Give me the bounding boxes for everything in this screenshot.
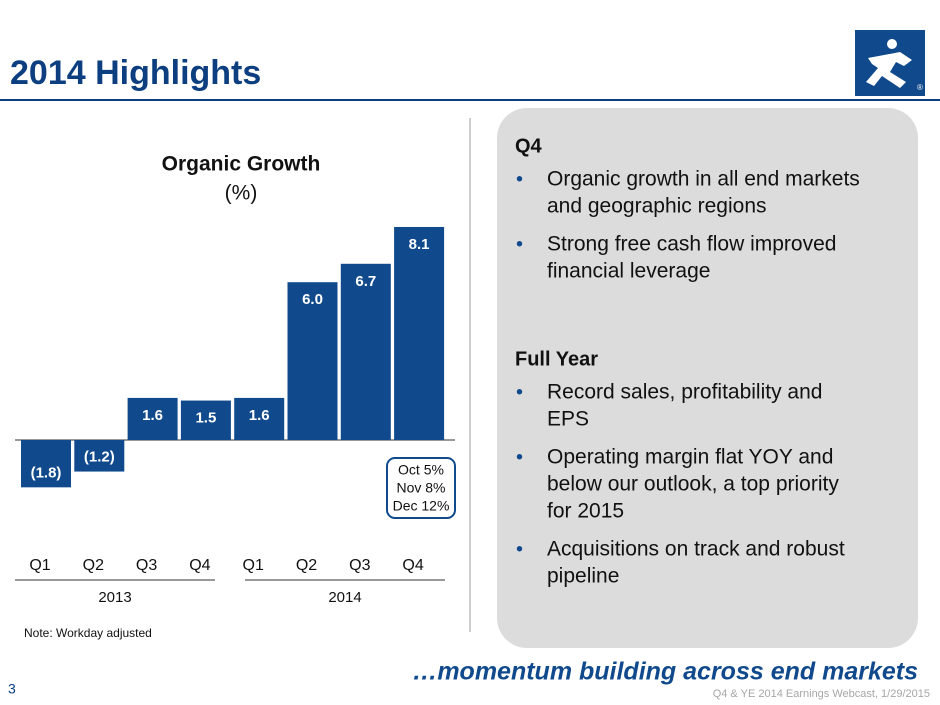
value-label: 1.5: [195, 410, 216, 427]
x-tick-label: Q3: [349, 557, 370, 574]
callout-text: Dec 12%: [393, 498, 450, 514]
bullet-text: and geographic regions: [547, 195, 767, 218]
bar: [394, 226, 445, 440]
bullet-text: below our outlook, a top priority: [547, 473, 839, 496]
chart-subtitle: (%): [225, 182, 258, 205]
bar: [287, 282, 338, 440]
x-tick-label: Q2: [296, 557, 317, 574]
footer: Q4 & YE 2014 Earnings Webcast, 1/29/2015: [713, 688, 930, 700]
x-tick-label: Q1: [29, 557, 50, 574]
logo-mark: ®: [917, 83, 923, 92]
bar: [180, 400, 231, 440]
panel-heading: Q4: [515, 135, 543, 157]
logo-runner: [866, 52, 912, 88]
note: Note: Workday adjusted: [24, 626, 152, 640]
bullet-text: Acquisitions on track and robust: [547, 538, 845, 561]
value-label: 1.6: [249, 407, 270, 424]
chart-title: Organic Growth: [162, 153, 321, 176]
bullet: •: [516, 446, 523, 468]
x-tick-label: Q3: [136, 557, 157, 574]
bullet-text: financial leverage: [547, 260, 710, 283]
bar: [234, 397, 285, 440]
bullet: •: [516, 233, 523, 255]
panel-heading: Full Year: [515, 348, 598, 370]
callout-box: [386, 457, 456, 519]
bullet-text: Operating margin flat YOY and: [547, 446, 833, 469]
bullet: •: [516, 168, 523, 190]
callout-text: Oct 5%: [398, 462, 444, 478]
x-tick-label: Q4: [402, 557, 423, 574]
bullet-text: Strong free cash flow improved: [547, 233, 836, 256]
bullet-text: pipeline: [547, 565, 619, 588]
bullet-text: EPS: [547, 408, 589, 431]
bullet-text: Record sales, profitability and: [547, 381, 822, 404]
value-label: 6.7: [355, 273, 376, 290]
bullet-text: for 2015: [547, 500, 624, 523]
logo-head: [887, 39, 897, 49]
x-tick-label: Q2: [83, 557, 104, 574]
page-number: 3: [8, 681, 16, 697]
bullet: •: [516, 538, 523, 560]
group-label: 2013: [98, 589, 131, 606]
bar: [74, 440, 125, 472]
value-label: 8.1: [409, 236, 430, 253]
slide-title: 2014 Highlights: [10, 54, 261, 92]
bar: [21, 440, 71, 488]
bullet: •: [516, 381, 523, 403]
bar: [340, 263, 391, 440]
logo: ®: [855, 30, 925, 96]
bullet-text: Organic growth in all end markets: [547, 168, 860, 191]
value-label: (1.8): [31, 464, 62, 481]
value-label: 6.0: [302, 291, 323, 308]
bar: [127, 397, 178, 440]
x-tick-label: Q4: [189, 557, 210, 574]
callout-text: Nov 8%: [396, 480, 445, 496]
panel: [497, 108, 918, 648]
value-label: 1.6: [142, 407, 163, 424]
tagline: …momentum building across end markets: [412, 658, 918, 686]
x-tick-label: Q1: [243, 557, 264, 574]
value-label: (1.2): [84, 449, 115, 466]
group-label: 2014: [328, 589, 361, 606]
